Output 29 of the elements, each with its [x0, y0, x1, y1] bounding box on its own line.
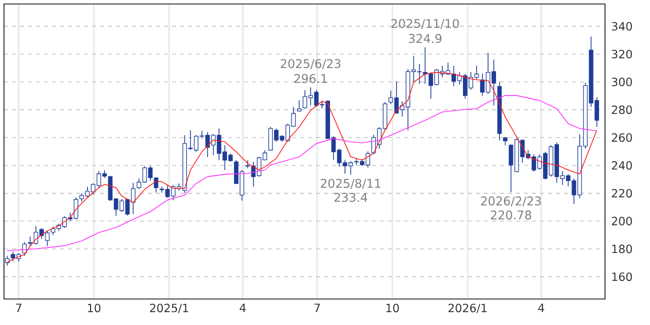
annotation: 233.4 [334, 192, 368, 202]
annotation: 2025/6/23 [280, 59, 340, 70]
annotation: 324.9 [408, 34, 442, 44]
candlestick [296, 100, 302, 112]
x-tick-label: 2026/1 [448, 304, 487, 314]
x-tick-label: 10 [88, 304, 100, 312]
y-tick-label: 220 [612, 188, 632, 198]
line-series [6, 72, 598, 263]
annotation: 296.1 [294, 74, 327, 84]
line-series [6, 95, 598, 252]
y-tick-label: 240 [612, 161, 632, 170]
y-tick-label: 200 [612, 216, 632, 226]
x-tick-label: 10 [386, 304, 399, 312]
annotation: 2026/2/23 [481, 196, 541, 206]
y-tick-label: 320 [612, 50, 632, 58]
x-tick-label: 4 [538, 304, 544, 312]
x-tick-label: 7 [16, 304, 22, 312]
annotation: 2025/8/11 [320, 178, 380, 189]
x-tick-label: 2025/1 [150, 304, 188, 314]
annotation: 220.78 [490, 210, 532, 220]
y-tick-label: 260 [612, 133, 632, 142]
x-tick-label: 4 [240, 304, 246, 312]
y-tick-label: 340 [612, 22, 632, 31]
y-tick-label: 160 [612, 272, 632, 282]
x-tick-label: 7 [314, 304, 320, 312]
y-tick-label: 180 [612, 244, 632, 254]
y-tick-label: 300 [612, 78, 632, 86]
annotation: 2025/11/10 [391, 18, 459, 30]
y-tick-label: 280 [612, 105, 632, 114]
